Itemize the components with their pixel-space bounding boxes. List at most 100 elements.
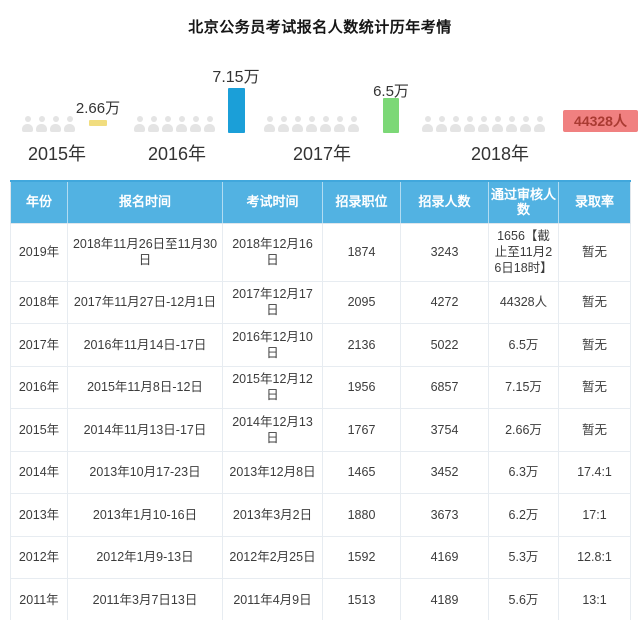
year-label: 2015年 bbox=[27, 144, 87, 164]
person-icon-group bbox=[264, 116, 359, 133]
year-label: 2017年 bbox=[292, 144, 352, 164]
chart-bar bbox=[383, 98, 399, 133]
registration-pictograph-chart: 2.66万 2015年 7.15万 2016年 6.5万 2017年 44328人 2018年 bbox=[0, 50, 640, 172]
table-cell: 17:1 bbox=[558, 493, 631, 537]
table-cell: 暂无 bbox=[558, 323, 631, 367]
page-title: 北京公务员考试报名人数统计历年考情 bbox=[188, 19, 452, 36]
person-icon-group bbox=[134, 116, 215, 133]
table-cell: 2014年12月13日 bbox=[222, 408, 323, 452]
chart-value-badge: 44328人 bbox=[563, 110, 638, 132]
table-row: 2012年 2012年1月9-13日 2012年2月25日 1592 4169 5.3万 1… bbox=[10, 535, 631, 579]
table-cell: 5.3万 bbox=[488, 535, 559, 579]
person-icon bbox=[176, 116, 187, 133]
column-header: 招录人数 bbox=[400, 180, 489, 224]
table-row: 2016年 2015年11月8日-12日 2015年12月12日 1956 6857 7.… bbox=[10, 365, 631, 409]
table-cell: 暂无 bbox=[558, 280, 631, 324]
year-label: 2018年 bbox=[470, 144, 530, 164]
table-cell: 2017年12月17日 bbox=[222, 280, 323, 324]
column-header: 考试时间 bbox=[222, 180, 323, 224]
table-cell: 暂无 bbox=[558, 408, 631, 452]
person-icon-group bbox=[22, 116, 75, 133]
person-icon bbox=[320, 116, 331, 133]
table-cell: 2014年11月13日-17日 bbox=[67, 408, 223, 452]
person-icon-group bbox=[422, 116, 545, 133]
table-cell: 暂无 bbox=[558, 365, 631, 409]
table-row: 2014年 2013年10月17-23日 2013年12月8日 1465 3452 6.3… bbox=[10, 450, 631, 494]
chart-value-label: 7.15万 bbox=[212, 69, 260, 86]
table-cell: 2136 bbox=[322, 323, 401, 367]
person-icon bbox=[148, 116, 159, 133]
table-cell: 1656【截止至11月26日18时】 bbox=[488, 222, 559, 282]
table-cell: 2012年1月9-13日 bbox=[67, 535, 223, 579]
table-cell: 5022 bbox=[400, 323, 489, 367]
person-icon bbox=[478, 116, 489, 133]
table-cell: 12.8:1 bbox=[558, 535, 631, 579]
table-cell: 5.6万 bbox=[488, 578, 559, 620]
person-icon bbox=[204, 116, 215, 133]
chart-value-label: 2.66万 bbox=[75, 100, 121, 117]
table-cell: 2017年11月27日-12月1日 bbox=[67, 280, 223, 324]
column-header: 年份 bbox=[10, 180, 68, 224]
table-cell: 2013年 bbox=[10, 493, 68, 537]
person-icon bbox=[450, 116, 461, 133]
column-header: 通过审核人数 bbox=[488, 180, 559, 224]
table-cell: 2015年12月12日 bbox=[222, 365, 323, 409]
table-cell: 2011年4月9日 bbox=[222, 578, 323, 620]
person-icon bbox=[436, 116, 447, 133]
person-icon bbox=[306, 116, 317, 133]
table-cell: 2018年12月16日 bbox=[222, 222, 323, 282]
table-row: 2018年 2017年11月27日-12月1日 2017年12月17日 2095 427… bbox=[10, 280, 631, 324]
person-icon bbox=[520, 116, 531, 133]
person-icon bbox=[492, 116, 503, 133]
table-cell: 2016年 bbox=[10, 365, 68, 409]
person-icon bbox=[292, 116, 303, 133]
person-icon bbox=[348, 116, 359, 133]
table-cell: 2013年10月17-23日 bbox=[67, 450, 223, 494]
column-header: 报名时间 bbox=[67, 180, 223, 224]
table-cell: 2019年 bbox=[10, 222, 68, 282]
table-cell: 4189 bbox=[400, 578, 489, 620]
person-icon bbox=[506, 116, 517, 133]
table-cell: 3243 bbox=[400, 222, 489, 282]
table-row: 2015年 2014年11月13日-17日 2014年12月13日 1767 3754 2… bbox=[10, 408, 631, 452]
table-cell: 2015年11月8日-12日 bbox=[67, 365, 223, 409]
table-cell: 13:1 bbox=[558, 578, 631, 620]
table-cell: 1880 bbox=[322, 493, 401, 537]
person-icon bbox=[422, 116, 433, 133]
table-cell: 6.3万 bbox=[488, 450, 559, 494]
person-icon bbox=[278, 116, 289, 133]
table-cell: 2013年1月10-16日 bbox=[67, 493, 223, 537]
table-cell: 2095 bbox=[322, 280, 401, 324]
table-cell: 6.2万 bbox=[488, 493, 559, 537]
column-header: 录取率 bbox=[558, 180, 631, 224]
person-icon bbox=[134, 116, 145, 133]
table-cell: 3754 bbox=[400, 408, 489, 452]
table-cell: 6857 bbox=[400, 365, 489, 409]
table-cell: 2.66万 bbox=[488, 408, 559, 452]
person-icon bbox=[162, 116, 173, 133]
table-cell: 3452 bbox=[400, 450, 489, 494]
person-icon bbox=[264, 116, 275, 133]
table-cell: 4272 bbox=[400, 280, 489, 324]
person-icon bbox=[534, 116, 545, 133]
column-header: 招录职位 bbox=[322, 180, 401, 224]
chart-bar bbox=[228, 88, 245, 133]
table-cell: 1874 bbox=[322, 222, 401, 282]
person-icon bbox=[36, 116, 47, 133]
person-icon bbox=[190, 116, 201, 133]
chart-bar bbox=[89, 120, 107, 126]
table-cell: 3673 bbox=[400, 493, 489, 537]
person-icon bbox=[464, 116, 475, 133]
table-cell: 1592 bbox=[322, 535, 401, 579]
table-cell: 1513 bbox=[322, 578, 401, 620]
person-icon bbox=[334, 116, 345, 133]
table-cell: 44328人 bbox=[488, 280, 559, 324]
table-row: 2019年 2018年11月26日至11月30日 2018年12月16日 1874 32… bbox=[10, 222, 631, 282]
table-cell: 7.15万 bbox=[488, 365, 559, 409]
table-cell: 2012年 bbox=[10, 535, 68, 579]
table-cell: 2011年 bbox=[10, 578, 68, 620]
table-cell: 17.4:1 bbox=[558, 450, 631, 494]
person-icon bbox=[22, 116, 33, 133]
table-cell: 2013年12月8日 bbox=[222, 450, 323, 494]
